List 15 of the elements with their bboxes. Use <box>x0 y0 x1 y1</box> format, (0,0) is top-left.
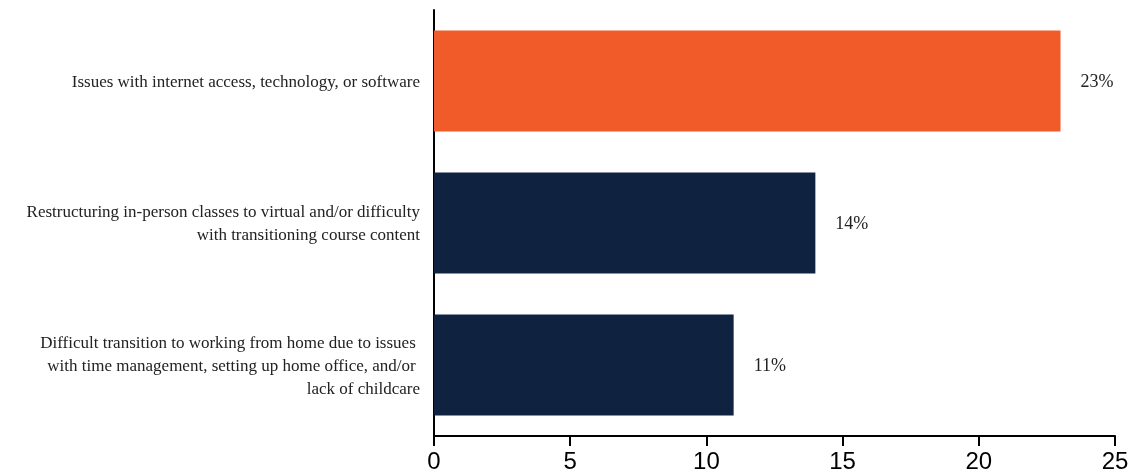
x-tick-label: 0 <box>427 446 441 472</box>
bar <box>434 172 816 274</box>
bar <box>434 30 1061 132</box>
data-label: 14% <box>835 213 869 233</box>
data-label: 23% <box>1080 71 1114 91</box>
x-tick-label: 5 <box>563 446 577 472</box>
data-label: 11% <box>753 355 786 375</box>
x-tick-label: 10 <box>693 446 720 472</box>
x-tick-label: 25 <box>1101 446 1129 472</box>
y-tick-label: Issues with internet access, technology, or software <box>71 71 420 91</box>
x-tick-label: 15 <box>829 446 856 472</box>
x-tick-label: 20 <box>965 446 993 472</box>
y-tick-label: Restructuring in-person classes to virtual and/or difficulty with transitioning course content <box>26 202 421 244</box>
bar <box>434 314 734 416</box>
y-tick-label: Difficult transition to working from home due to issues with time management, setting up home office, and/or lack of childcare <box>40 332 420 398</box>
